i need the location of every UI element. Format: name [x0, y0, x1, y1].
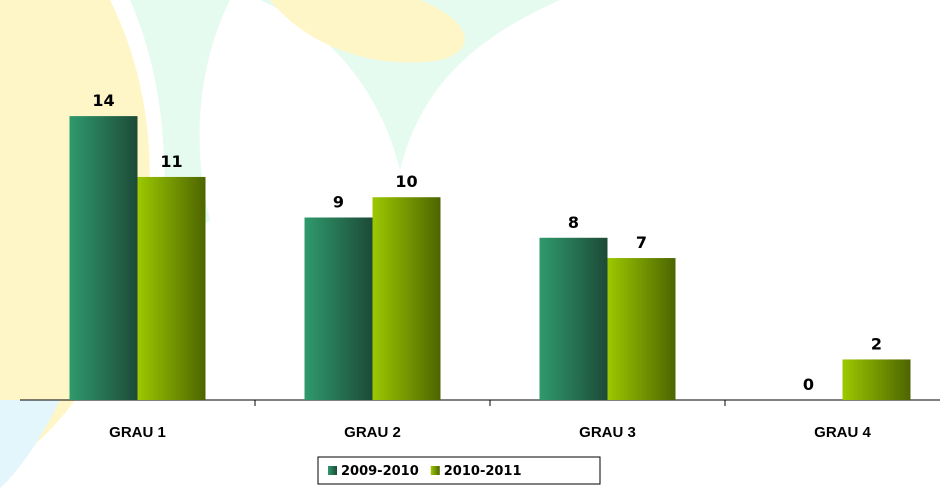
legend-swatch — [431, 466, 440, 475]
bar — [540, 238, 608, 400]
value-label: 10 — [395, 172, 417, 191]
page: {"chart_data": {"type": "bar", "categori… — [0, 0, 940, 488]
bar — [70, 116, 138, 400]
x-tick-label: GRAU 1 — [109, 424, 166, 441]
x-tick-label: GRAU 2 — [344, 424, 401, 441]
value-label: 2 — [871, 334, 882, 353]
value-label: 8 — [568, 213, 579, 232]
legend-swatch — [328, 466, 337, 475]
bar — [843, 359, 911, 400]
value-label: 7 — [636, 233, 647, 252]
value-label: 11 — [160, 152, 182, 171]
x-tick-label: GRAU 3 — [579, 424, 636, 441]
bar — [138, 177, 206, 400]
value-label: 9 — [333, 193, 344, 212]
value-label: 14 — [92, 91, 114, 110]
x-tick-label: GRAU 4 — [814, 424, 871, 441]
bar — [305, 218, 373, 401]
bar — [373, 197, 441, 400]
value-label: 0 — [803, 375, 814, 394]
bar — [608, 258, 676, 400]
legend-label: 2009-2010 — [341, 464, 419, 479]
chart: GRAU 1 14 11 GRAU 2 9 10 GRAU 3 8 7 GRAU 4 0 2 2009-… — [0, 0, 940, 488]
legend-label: 2010-2011 — [444, 464, 522, 479]
